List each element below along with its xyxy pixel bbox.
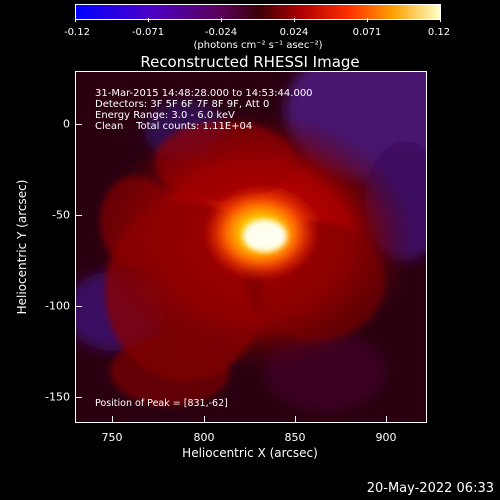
peak-position-text: Position of Peak = [831,-62] [95,398,228,409]
y-axis-label: Heliocentric Y (arcsec) [15,179,29,315]
image-info-annotation: 31-Mar-2015 14:48:28.000 to 14:53:44.000… [95,88,313,132]
colorbar-tick-label: -0.024 [204,27,238,38]
time-range-text: 31-Mar-2015 14:48:28.000 to 14:53:44.000 [95,88,313,99]
energy-range-text: Energy Range: 3.0 - 6.0 keV [95,110,235,121]
colorbar-tick-label: -0.12 [64,27,90,38]
y-tick-label: -100 [45,299,70,313]
y-tick-label: -50 [52,208,70,222]
x-tick-label: 800 [193,431,215,444]
x-tick-label: 850 [284,431,306,444]
method-counts-text: Clean Total counts: 1.11E+04 [95,121,253,132]
x-tick-label: 900 [375,431,397,444]
colorbar-tick-label: 0.071 [352,27,382,38]
y-tick-label: -150 [45,390,70,404]
image-title: Reconstructed RHESSI Image [140,53,360,71]
detectors-text: Detectors: 3F 5F 6F 7F 8F 9F, Att 0 [95,99,270,110]
rhessi-image-heatmap [75,71,427,423]
y-tick-label: 0 [63,117,70,131]
colorbar-tick-label: -0.071 [131,27,165,38]
colorbar [75,4,441,20]
x-tick-label: 750 [101,431,123,444]
footer-timestamp: 20-May-2022 06:33 [366,481,494,496]
colorbar-tick-label: 0.024 [279,27,309,38]
x-axis-label: Heliocentric X (arcsec) [182,446,318,460]
colorbar-tick-label: 0.12 [427,27,451,38]
colorbar-units-label: (photons cm⁻² s⁻¹ asec⁻²) [193,40,323,51]
